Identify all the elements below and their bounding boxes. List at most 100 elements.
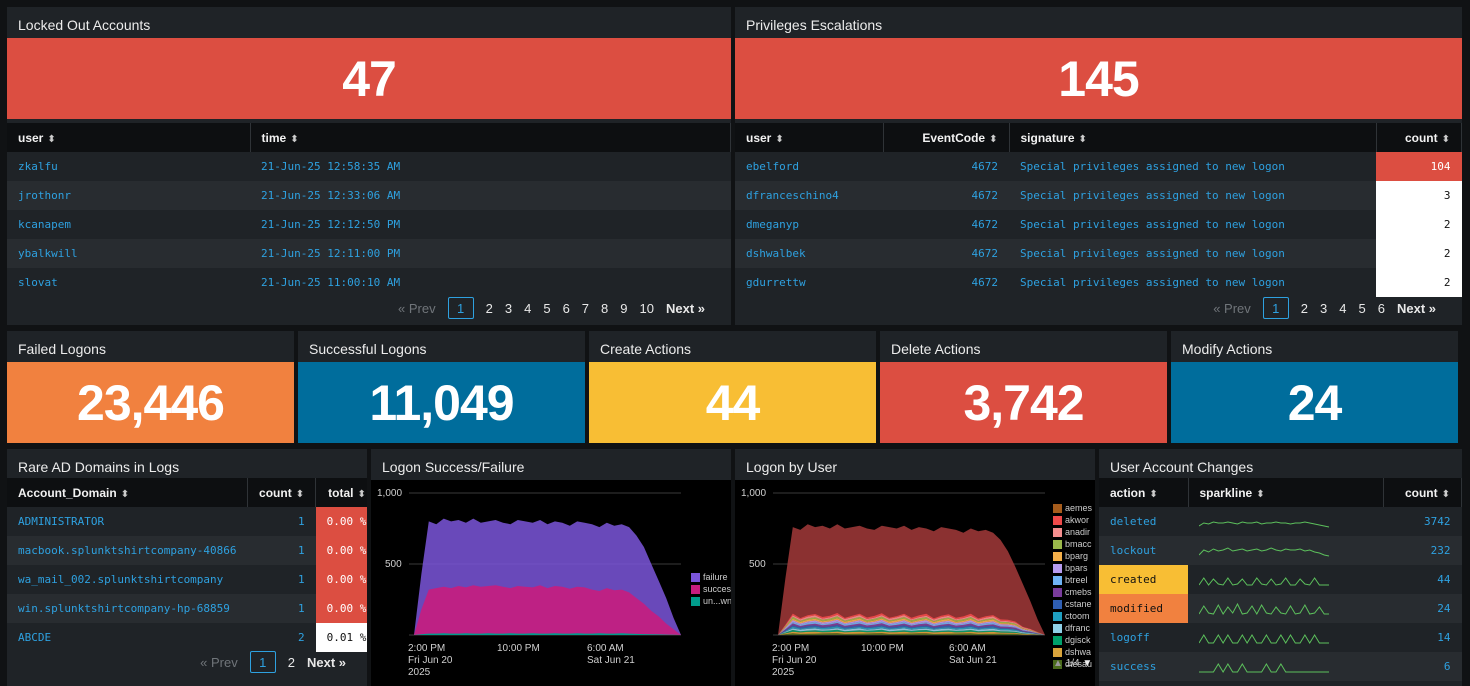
locked-out-count[interactable]: 47 xyxy=(7,38,731,119)
signature-cell[interactable]: Special privileges assigned to new logon xyxy=(1009,152,1376,181)
logon-user-chart[interactable]: 1,000 500 2:00 PM Fri Jun 20 2025 10:00 PM… xyxy=(735,480,1095,686)
signature-cell[interactable]: Special privileges assigned to new logon xyxy=(1009,210,1376,239)
table-row[interactable]: zkalfu 21-Jun-25 12:58:35 AM xyxy=(7,152,731,181)
total-cell[interactable]: 0.00 % xyxy=(315,507,367,536)
kpi-value[interactable]: 3,742 xyxy=(880,362,1167,443)
count-cell[interactable]: 3 xyxy=(1376,181,1462,210)
page-link[interactable]: 4 xyxy=(524,300,532,316)
table-row[interactable]: created 44 xyxy=(1099,565,1462,594)
privileges-count[interactable]: 145 xyxy=(735,38,1462,119)
table-row[interactable]: dfranceschino4 4672 Special privileges ass… xyxy=(735,181,1462,210)
eventcode-cell[interactable]: 4672 xyxy=(883,181,1009,210)
time-cell[interactable]: 21-Jun-25 12:11:00 PM xyxy=(250,239,731,268)
action-cell[interactable]: success xyxy=(1099,652,1188,681)
col-total[interactable]: total ⬍ xyxy=(315,478,367,507)
page-link[interactable]: 6 xyxy=(562,300,570,316)
signature-cell[interactable]: Special privileges assigned to new logon xyxy=(1009,268,1376,297)
page-link[interactable]: 3 xyxy=(504,300,513,316)
user-cell[interactable]: kcanapem xyxy=(7,210,250,239)
page-link[interactable]: 1 xyxy=(249,651,276,673)
page-link[interactable]: 3 xyxy=(1320,300,1328,316)
legend-item[interactable]: akwor xyxy=(1053,514,1092,526)
count-cell[interactable]: 232 xyxy=(1383,536,1462,565)
legend-item[interactable]: bmacc xyxy=(1053,538,1092,550)
col-eventcode[interactable]: EventCode ⬍ xyxy=(883,123,1010,152)
time-cell[interactable]: 21-Jun-25 12:12:50 PM xyxy=(250,210,731,239)
domain-cell[interactable]: ADMINISTRATOR xyxy=(7,507,248,536)
legend-item[interactable]: aemes xyxy=(1053,502,1092,514)
table-row[interactable]: ADMINISTRATOR 1 0.00 % xyxy=(7,507,367,536)
time-cell[interactable]: 21-Jun-25 12:33:06 AM xyxy=(250,181,731,210)
count-cell[interactable]: 1 xyxy=(247,565,316,594)
page-link[interactable]: 6 xyxy=(1377,300,1385,316)
page-link[interactable]: 2 xyxy=(287,654,295,670)
count-cell[interactable]: 3742 xyxy=(1383,507,1462,536)
total-cell[interactable]: 0.00 % xyxy=(315,536,367,565)
kpi-value[interactable]: 23,446 xyxy=(7,362,294,443)
count-cell[interactable]: 1 xyxy=(247,594,316,623)
action-cell[interactable]: created xyxy=(1099,565,1188,594)
page-link[interactable]: 2 xyxy=(1300,300,1309,316)
action-cell[interactable]: logoff xyxy=(1099,623,1188,652)
domain-cell[interactable]: macbook.splunktshirtcompany-40866 xyxy=(7,536,248,565)
domain-cell[interactable]: wa_mail_002.splunktshirtcompany xyxy=(7,565,248,594)
count-cell[interactable]: 2 xyxy=(1376,268,1462,297)
domain-cell[interactable]: ABCDE xyxy=(7,623,248,652)
col-user[interactable]: user ⬍ xyxy=(735,123,884,152)
table-row[interactable]: macbook.splunktshirtcompany-40866 1 0.00 % xyxy=(7,536,367,565)
col-count[interactable]: count ⬍ xyxy=(247,478,317,507)
count-cell[interactable]: 1 xyxy=(247,507,316,536)
count-cell[interactable]: 104 xyxy=(1376,152,1462,181)
table-row[interactable]: modified 24 xyxy=(1099,594,1462,623)
total-cell[interactable]: 0.00 % xyxy=(315,594,367,623)
count-cell[interactable]: 2 xyxy=(247,623,316,652)
chart-legend[interactable]: failure success un...wn xyxy=(691,571,731,607)
next-page-link[interactable]: Next » xyxy=(1396,300,1436,316)
total-cell[interactable]: 0.01 % xyxy=(315,623,367,652)
count-cell[interactable]: 1 xyxy=(247,536,316,565)
col-account-domain[interactable]: Account_Domain ⬍ xyxy=(7,478,249,507)
legend-item[interactable]: un...wn xyxy=(691,595,731,607)
legend-item[interactable]: anadir xyxy=(1053,526,1092,538)
legend-prev-icon[interactable]: ▲ xyxy=(1053,658,1063,669)
user-cell[interactable]: dshwalbek xyxy=(735,239,883,268)
table-row[interactable]: success 6 xyxy=(1099,652,1462,681)
action-cell[interactable]: modified xyxy=(1099,594,1188,623)
action-cell[interactable]: deleted xyxy=(1099,507,1188,536)
col-count[interactable]: count ⬍ xyxy=(1376,123,1462,152)
user-cell[interactable]: dfranceschino4 xyxy=(735,181,883,210)
count-cell[interactable]: 2 xyxy=(1376,210,1462,239)
time-cell[interactable]: 21-Jun-25 12:58:35 AM xyxy=(250,152,731,181)
action-cell[interactable]: lockout xyxy=(1099,536,1188,565)
page-link[interactable]: 1 xyxy=(1262,297,1289,319)
signature-cell[interactable]: Special privileges assigned to new logon xyxy=(1009,239,1376,268)
eventcode-cell[interactable]: 4672 xyxy=(883,152,1009,181)
col-count[interactable]: count ⬍ xyxy=(1383,478,1462,507)
count-cell[interactable]: 2 xyxy=(1376,239,1462,268)
chart-legend[interactable]: aemes akwor anadir bmacc bparg bpars btreel cme… xyxy=(1053,502,1092,670)
table-row[interactable]: logoff 14 xyxy=(1099,623,1462,652)
table-row[interactable]: ABCDE 2 0.01 % xyxy=(7,623,367,652)
legend-item[interactable]: success xyxy=(691,583,731,595)
page-link[interactable]: 10 xyxy=(639,300,654,316)
prev-page-link[interactable]: « Prev xyxy=(1213,300,1251,316)
user-cell[interactable]: slovat xyxy=(7,268,250,297)
col-time[interactable]: time ⬍ xyxy=(250,123,731,152)
table-row[interactable]: win.splunktshirtcompany-hp-68859 1 0.00 % xyxy=(7,594,367,623)
domain-cell[interactable]: win.splunktshirtcompany-hp-68859 xyxy=(7,594,248,623)
count-cell[interactable]: 14 xyxy=(1383,623,1462,652)
user-cell[interactable]: jrothonr xyxy=(7,181,250,210)
legend-item[interactable]: dshwa xyxy=(1053,646,1092,658)
legend-item[interactable]: failure xyxy=(691,571,731,583)
legend-item[interactable]: cstane xyxy=(1053,598,1092,610)
col-user[interactable]: user ⬍ xyxy=(7,123,251,152)
kpi-value[interactable]: 44 xyxy=(589,362,876,443)
signature-cell[interactable]: Special privileges assigned to new logon xyxy=(1009,181,1376,210)
table-row[interactable]: lockout 232 xyxy=(1099,536,1462,565)
user-cell[interactable]: zkalfu xyxy=(7,152,250,181)
table-row[interactable]: dshwalbek 4672 Special privileges assigned… xyxy=(735,239,1462,268)
prev-page-link[interactable]: « Prev xyxy=(200,654,238,670)
legend-item[interactable]: dtesau xyxy=(1053,658,1092,670)
legend-item[interactable]: bparg xyxy=(1053,550,1092,562)
table-row[interactable]: slovat 21-Jun-25 11:00:10 AM xyxy=(7,268,731,297)
